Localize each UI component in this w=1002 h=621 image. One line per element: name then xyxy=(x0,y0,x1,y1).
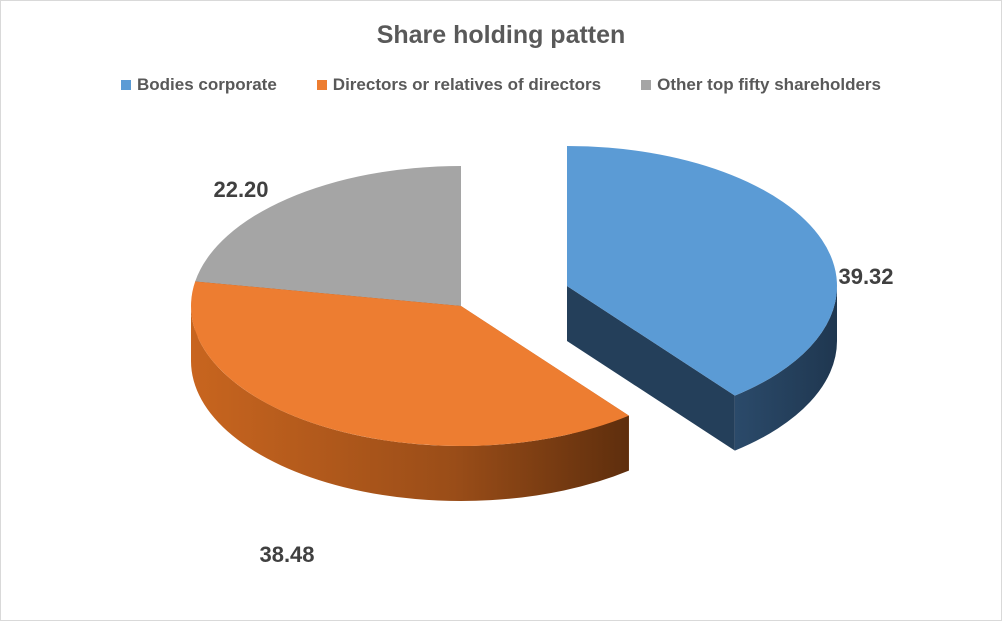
legend-label-directors: Directors or relatives of directors xyxy=(332,75,602,94)
slice-rim-directors xyxy=(191,306,629,502)
slice-directors xyxy=(191,281,629,502)
legend-label-bodies-corporate: Bodies corporate xyxy=(136,75,277,94)
legend-label-other-shareholders: Other top fifty shareholders xyxy=(657,75,881,94)
legend-item-directors: Directors or relatives of directors xyxy=(316,75,602,95)
legend-swatch-other-shareholders xyxy=(641,80,652,90)
legend: Bodies corporate Directors or relatives … xyxy=(1,75,1001,95)
legend-item-bodies-corporate: Bodies corporate xyxy=(120,75,277,95)
data-label-bodies-corporate: 39.32 xyxy=(838,264,893,289)
slice-wall-bodies-corporate-1 xyxy=(567,286,735,451)
slice-bodies-corporate xyxy=(567,146,838,451)
slice-rim-bodies-corporate xyxy=(734,286,837,451)
chart-title: Share holding patten xyxy=(376,21,626,49)
legend-swatch-directors xyxy=(316,80,327,90)
slice-top-bodies-corporate xyxy=(567,146,838,396)
slice-top-directors xyxy=(191,281,629,446)
slice-top-other-shareholders xyxy=(195,166,461,306)
data-label-directors: 38.48 xyxy=(259,542,314,567)
legend-swatch-bodies-corporate xyxy=(120,80,131,90)
data-label-other-shareholders: 22.20 xyxy=(213,177,268,202)
legend-item-other-shareholders: Other top fifty shareholders xyxy=(641,75,881,95)
